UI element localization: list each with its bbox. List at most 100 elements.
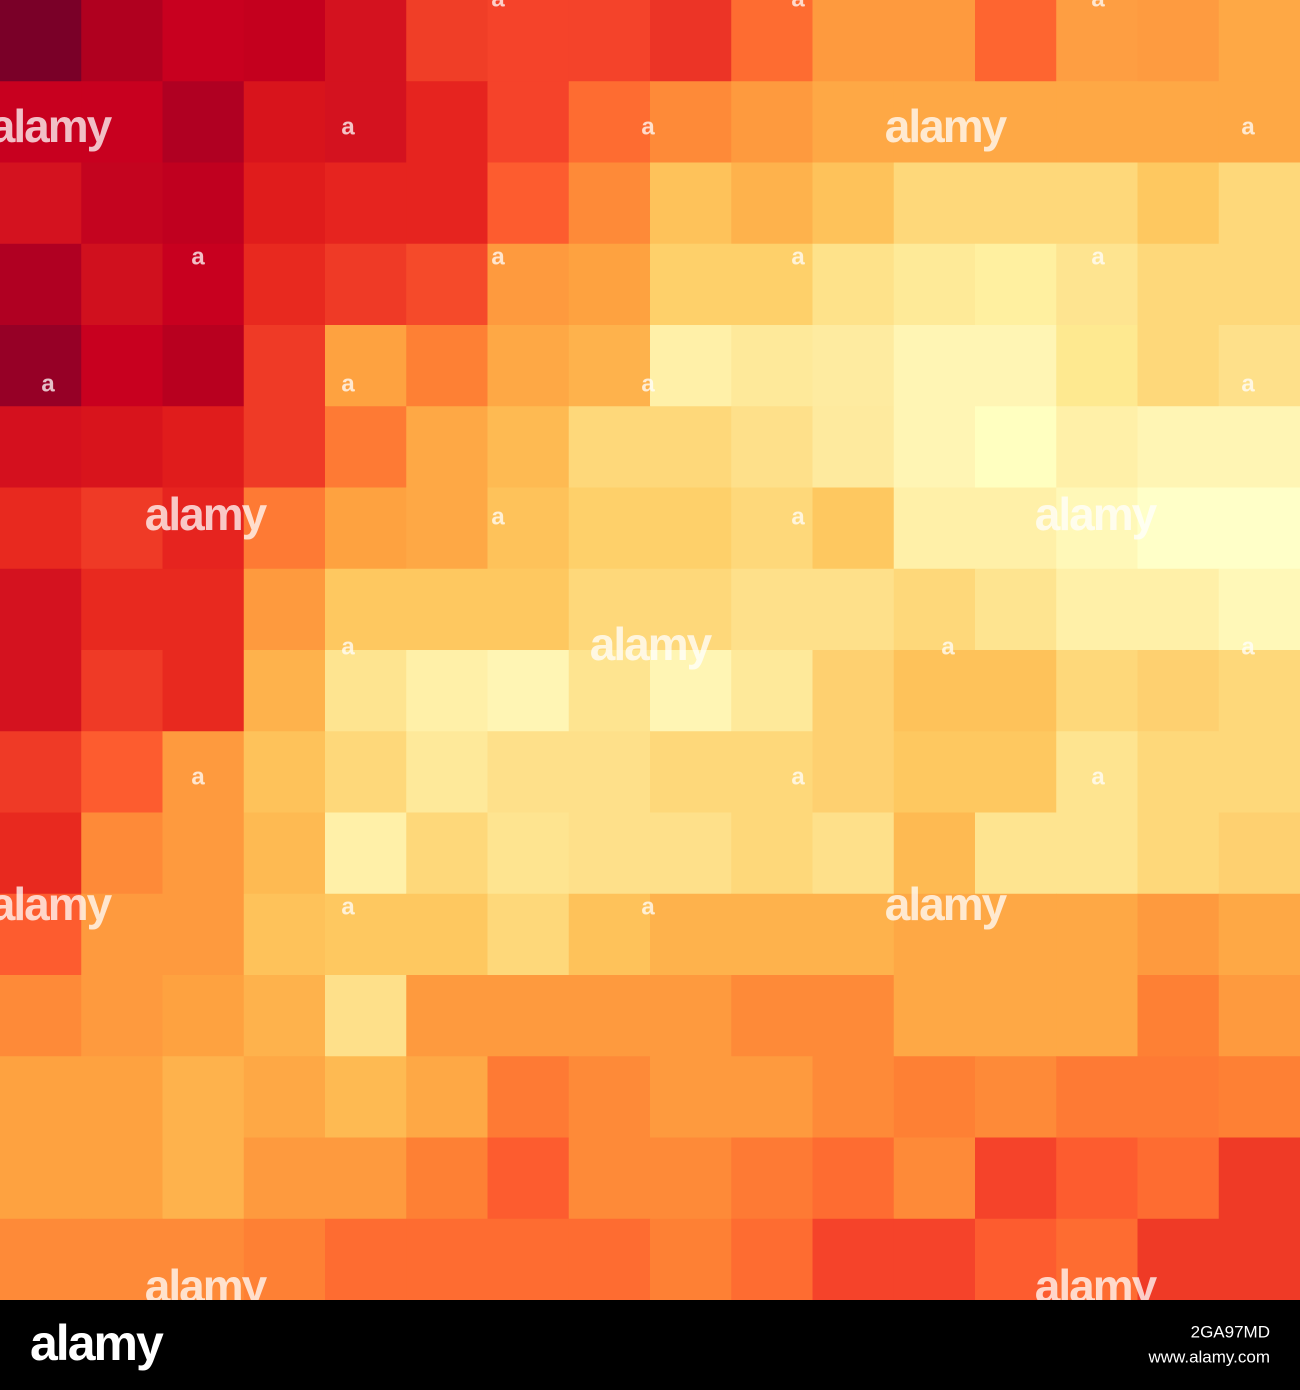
tile bbox=[650, 243, 732, 326]
tile bbox=[81, 0, 163, 82]
tile bbox=[731, 812, 813, 895]
tile bbox=[568, 568, 651, 651]
tile bbox=[487, 406, 570, 488]
tile bbox=[650, 1137, 732, 1220]
tile bbox=[731, 1218, 813, 1301]
tile bbox=[893, 812, 976, 895]
tile bbox=[650, 812, 732, 895]
tile bbox=[406, 243, 488, 326]
tile bbox=[1056, 325, 1138, 407]
tile bbox=[1137, 81, 1220, 163]
tile bbox=[81, 893, 163, 976]
tile bbox=[1056, 893, 1138, 976]
tile bbox=[243, 0, 326, 82]
watermark: a bbox=[641, 113, 655, 140]
tile bbox=[1137, 568, 1220, 651]
tile bbox=[406, 812, 488, 895]
tile bbox=[0, 0, 82, 82]
tile bbox=[1056, 1218, 1138, 1301]
watermark: a bbox=[41, 370, 55, 397]
tile bbox=[975, 243, 1057, 326]
tile bbox=[1056, 162, 1138, 245]
watermark: a bbox=[1091, 0, 1105, 12]
tile bbox=[0, 162, 82, 245]
tile bbox=[162, 1137, 245, 1220]
tile bbox=[975, 406, 1057, 488]
tile bbox=[406, 1218, 488, 1301]
tile bbox=[568, 731, 651, 813]
tile bbox=[650, 81, 732, 163]
tile bbox=[1137, 812, 1220, 895]
tile bbox=[893, 325, 976, 407]
tile bbox=[81, 1056, 163, 1138]
tile bbox=[162, 568, 245, 651]
tile bbox=[1218, 1218, 1300, 1301]
tile bbox=[568, 893, 651, 976]
tile bbox=[731, 406, 813, 488]
watermark: alamy bbox=[1035, 488, 1158, 540]
tile bbox=[650, 568, 732, 651]
tile bbox=[1218, 243, 1300, 326]
tile bbox=[893, 243, 976, 326]
tile bbox=[1137, 243, 1220, 326]
tile bbox=[406, 975, 488, 1057]
tile bbox=[487, 731, 570, 813]
tile bbox=[568, 0, 651, 82]
tile bbox=[568, 81, 651, 163]
tile bbox=[81, 731, 163, 813]
tile bbox=[1218, 731, 1300, 813]
tile bbox=[812, 325, 895, 407]
tile bbox=[731, 1056, 813, 1138]
watermark: alamy bbox=[0, 100, 113, 152]
tile bbox=[325, 162, 407, 245]
tile bbox=[893, 487, 976, 570]
tile bbox=[487, 81, 570, 163]
tile bbox=[893, 1056, 976, 1138]
tile bbox=[81, 81, 163, 163]
tile bbox=[893, 406, 976, 488]
tile bbox=[975, 81, 1057, 163]
watermark: a bbox=[191, 763, 205, 790]
watermark: a bbox=[341, 113, 355, 140]
watermark: a bbox=[491, 0, 505, 12]
tile bbox=[0, 812, 82, 895]
tile bbox=[243, 568, 326, 651]
tile bbox=[487, 487, 570, 570]
tile bbox=[812, 568, 895, 651]
tile bbox=[243, 487, 326, 570]
tile bbox=[325, 568, 407, 651]
site-url: www.alamy.com bbox=[1147, 1347, 1270, 1366]
tile bbox=[162, 893, 245, 976]
tile bbox=[812, 975, 895, 1057]
tile bbox=[893, 0, 976, 82]
tile bbox=[0, 650, 82, 732]
watermark: a bbox=[341, 633, 355, 660]
tile bbox=[568, 243, 651, 326]
tile bbox=[162, 731, 245, 813]
watermark: a bbox=[1241, 370, 1255, 397]
tile bbox=[0, 1056, 82, 1138]
tile bbox=[1137, 1137, 1220, 1220]
tile bbox=[1137, 0, 1220, 82]
tile bbox=[731, 650, 813, 732]
tile bbox=[406, 650, 488, 732]
tile bbox=[325, 975, 407, 1057]
tile bbox=[731, 568, 813, 651]
tile bbox=[568, 650, 651, 732]
tile bbox=[731, 731, 813, 813]
tile bbox=[487, 162, 570, 245]
watermark: a bbox=[791, 763, 805, 790]
tile bbox=[406, 487, 488, 570]
tile bbox=[650, 0, 732, 82]
tile bbox=[325, 81, 407, 163]
tile bbox=[487, 325, 570, 407]
tile bbox=[487, 1056, 570, 1138]
tile bbox=[731, 1137, 813, 1220]
tile bbox=[406, 325, 488, 407]
tile bbox=[243, 81, 326, 163]
tile bbox=[0, 731, 82, 813]
tile bbox=[243, 406, 326, 488]
tile bbox=[975, 975, 1057, 1057]
